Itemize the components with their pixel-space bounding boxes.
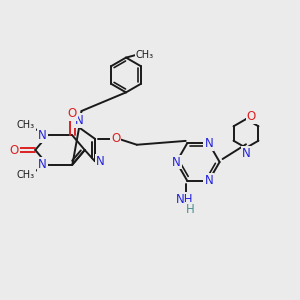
Text: O: O: [10, 143, 19, 157]
Text: N: N: [38, 158, 46, 171]
Text: N: N: [96, 155, 105, 168]
Text: NH: NH: [176, 193, 193, 206]
Text: N: N: [242, 147, 250, 160]
Text: N: N: [75, 114, 83, 128]
Text: O: O: [68, 107, 77, 120]
Text: N: N: [204, 174, 213, 187]
Text: N: N: [172, 155, 181, 169]
Text: H: H: [186, 203, 195, 216]
Text: N: N: [204, 137, 213, 150]
Text: CH₃: CH₃: [17, 170, 35, 180]
Text: CH₃: CH₃: [17, 120, 35, 130]
Text: CH₃: CH₃: [136, 50, 154, 60]
Text: N: N: [38, 129, 46, 142]
Text: O: O: [247, 110, 256, 123]
Text: O: O: [111, 132, 121, 145]
